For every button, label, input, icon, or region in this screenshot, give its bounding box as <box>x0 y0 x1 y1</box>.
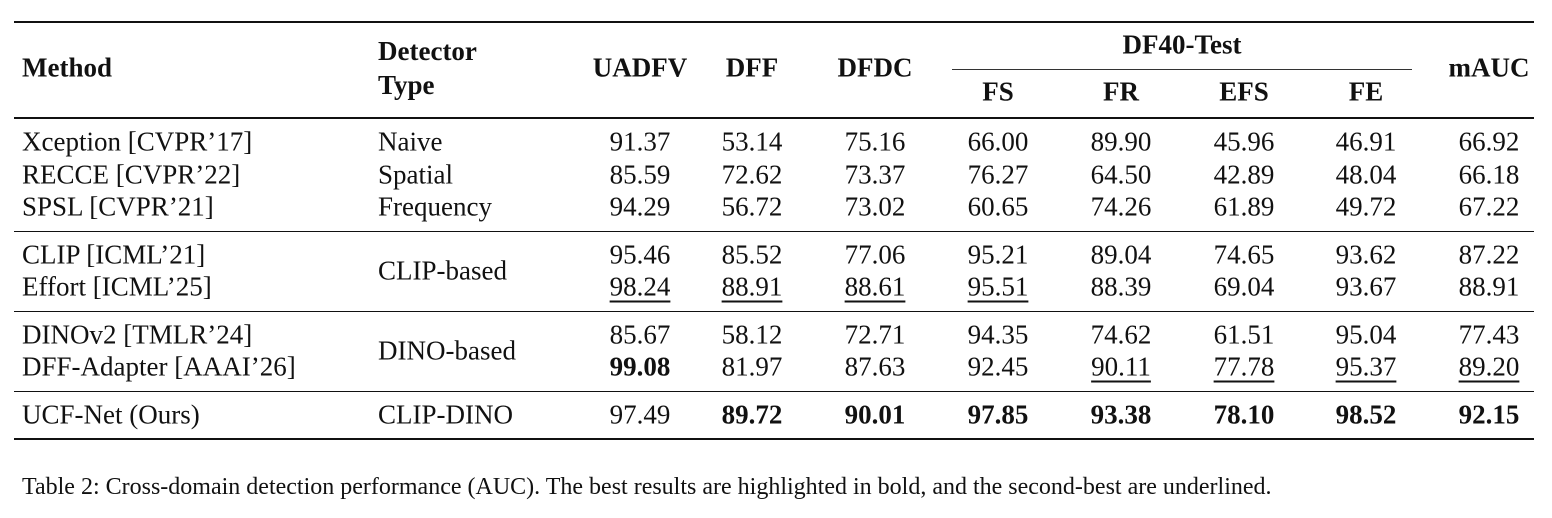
value-cell: 64.50 <box>1090 159 1152 189</box>
type-cell: CLIP-based <box>378 255 507 286</box>
value-cell: 93.38 <box>1090 399 1152 429</box>
value-cell: 88.39 <box>1090 271 1152 302</box>
value-cell: 95.04 <box>1335 319 1397 349</box>
header-cell: Method <box>22 52 112 83</box>
value-cell: 95.46 <box>609 239 671 269</box>
value-cell: 93.67 <box>1335 271 1397 302</box>
header-rule <box>14 117 1534 119</box>
method-cell: CLIP [ICML’21] <box>22 239 206 269</box>
method-cell: Effort [ICML’25] <box>22 271 212 302</box>
value-cell: 89.90 <box>1090 126 1152 157</box>
method-cell: RECCE [CVPR’22] <box>22 159 241 189</box>
value-cell: 66.18 <box>1458 159 1520 189</box>
value-cell: 87.63 <box>844 351 906 382</box>
value-cell: 85.67 <box>609 319 671 349</box>
method-cell: Xception [CVPR’17] <box>22 126 253 157</box>
value-cell: 85.59 <box>609 159 671 189</box>
value-cell: 66.92 <box>1458 126 1520 157</box>
value-cell: 90.11 <box>1091 351 1151 382</box>
type-cell: Naive <box>378 126 443 157</box>
group-rule <box>14 390 1534 392</box>
value-cell: 58.12 <box>721 319 783 349</box>
value-cell: 61.51 <box>1213 319 1275 349</box>
group-rule <box>14 230 1534 232</box>
value-cell: 56.72 <box>721 191 783 222</box>
value-cell: 77.06 <box>844 239 906 269</box>
header-cell: mAUC <box>1448 52 1530 83</box>
value-cell: 60.65 <box>967 191 1029 222</box>
value-cell: 90.01 <box>844 399 906 429</box>
type-cell: Spatial <box>378 159 453 189</box>
value-cell: 94.35 <box>967 319 1029 349</box>
value-cell: 72.71 <box>844 319 906 349</box>
value-cell: 76.27 <box>967 159 1029 189</box>
value-cell: 77.78 <box>1213 351 1275 382</box>
group-rule <box>952 69 1412 71</box>
value-cell: 97.49 <box>609 399 671 429</box>
value-cell: 99.08 <box>609 351 671 382</box>
value-cell: 95.51 <box>967 271 1029 302</box>
value-cell: 98.24 <box>609 271 671 302</box>
value-cell: 74.26 <box>1090 191 1152 222</box>
value-cell: 95.21 <box>967 239 1029 269</box>
value-cell: 97.85 <box>967 399 1029 429</box>
group-rule <box>14 310 1534 312</box>
type-cell: Frequency <box>378 191 492 222</box>
value-cell: 49.72 <box>1335 191 1397 222</box>
value-cell: 98.52 <box>1335 399 1397 429</box>
top-rule <box>14 21 1534 23</box>
type-cell: CLIP-DINO <box>378 399 513 429</box>
header-cell: FE <box>1348 76 1384 107</box>
value-cell: 78.10 <box>1213 399 1275 429</box>
header-cell: EFS <box>1219 76 1269 107</box>
group-header: DF40-Test <box>1122 29 1242 60</box>
type-cell: DINO-based <box>378 335 516 366</box>
value-cell: 92.15 <box>1458 399 1520 429</box>
value-cell: 74.65 <box>1213 239 1275 269</box>
value-cell: 74.62 <box>1090 319 1152 349</box>
value-cell: 75.16 <box>844 126 906 157</box>
method-cell: DFF-Adapter [AAAI’26] <box>22 351 296 382</box>
value-cell: 88.91 <box>1458 271 1520 302</box>
header-cell: FR <box>1103 76 1139 107</box>
value-cell: 67.22 <box>1458 191 1520 222</box>
method-cell: SPSL [CVPR’21] <box>22 191 214 222</box>
value-cell: 89.72 <box>721 399 783 429</box>
value-cell: 92.45 <box>967 351 1029 382</box>
value-cell: 72.62 <box>721 159 783 189</box>
value-cell: 85.52 <box>721 239 783 269</box>
bottom-rule <box>14 438 1534 440</box>
value-cell: 45.96 <box>1213 126 1275 157</box>
value-cell: 66.00 <box>967 126 1029 157</box>
method-cell: UCF-Net (Ours) <box>22 399 200 429</box>
header-cell: DFF <box>725 52 779 83</box>
value-cell: 89.20 <box>1458 351 1520 382</box>
value-cell: 73.02 <box>844 191 906 222</box>
value-cell: 91.37 <box>609 126 671 157</box>
header-cell: DFDC <box>837 52 913 83</box>
value-cell: 81.97 <box>721 351 783 382</box>
value-cell: 48.04 <box>1335 159 1397 189</box>
header-cell: FS <box>982 76 1014 107</box>
header-cell: Detector Type <box>378 36 477 100</box>
value-cell: 69.04 <box>1213 271 1275 302</box>
value-cell: 73.37 <box>844 159 906 189</box>
value-cell: 87.22 <box>1458 239 1520 269</box>
value-cell: 88.91 <box>721 271 783 302</box>
value-cell: 93.62 <box>1335 239 1397 269</box>
value-cell: 42.89 <box>1213 159 1275 189</box>
value-cell: 46.91 <box>1335 126 1397 157</box>
value-cell: 95.37 <box>1335 351 1397 382</box>
value-cell: 88.61 <box>844 271 906 302</box>
header-cell: UADFV <box>592 52 688 83</box>
method-cell: DINOv2 [TMLR’24] <box>22 319 253 349</box>
value-cell: 77.43 <box>1458 319 1520 349</box>
caption: Table 2: Cross-domain detection performa… <box>22 474 1272 500</box>
value-cell: 61.89 <box>1213 191 1275 222</box>
value-cell: 89.04 <box>1090 239 1152 269</box>
value-cell: 53.14 <box>721 126 783 157</box>
value-cell: 94.29 <box>609 191 671 222</box>
